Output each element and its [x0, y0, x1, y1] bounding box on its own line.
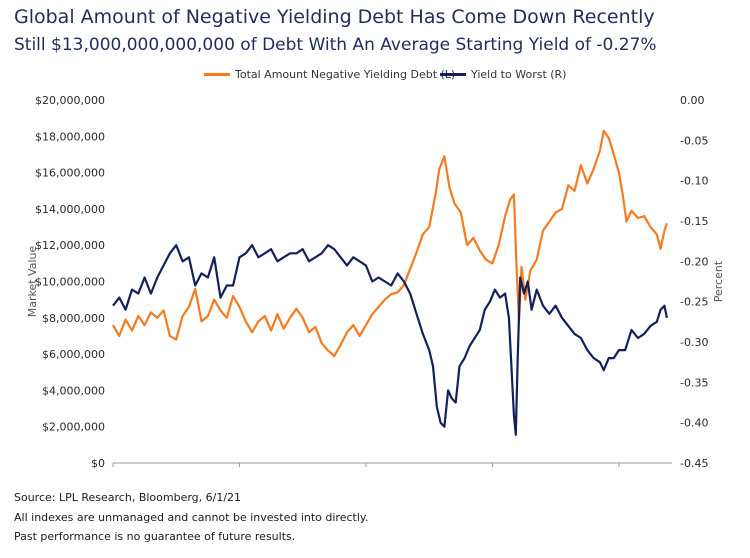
x-axis: 2017 2018 2019 2020 2021 — [99, 462, 672, 470]
footnote-source: Source: LPL Research, Bloomberg, 6/1/21 — [14, 491, 242, 504]
legend-item-yield-to-worst: Yield to Worst (R) — [440, 68, 566, 81]
left-axis-tick-label: $6,000,000 — [42, 348, 105, 361]
right-axis-tick-label: 0.00 — [680, 94, 705, 107]
legend-swatch-yield-to-worst — [440, 73, 466, 76]
x-axis-tick-label: 2020 — [478, 469, 506, 470]
chart-title: Global Amount of Negative Yielding Debt … — [14, 6, 655, 28]
left-axis-tick-label: $16,000,000 — [35, 167, 105, 180]
chart-canvas: $0 $2,000,000 $4,000,000 $6,000,000 $8,000,0… — [26, 94, 725, 470]
left-axis-tick-label: $8,000,000 — [42, 312, 105, 325]
right-axis-tick-label: -0.30 — [680, 336, 708, 349]
right-axis-tick-label: -0.05 — [680, 134, 708, 147]
chart-subtitle: Still $13,000,000,000,000 of Debt With A… — [14, 35, 657, 55]
x-axis-tick-label: 2021 — [605, 469, 633, 470]
left-axis-tick-label: $18,000,000 — [35, 130, 105, 143]
left-axis-tick-label: $20,000,000 — [35, 94, 105, 107]
right-axis: 0.00 -0.05 -0.10 -0.15 -0.20 -0.25 -0.30 -0.35 -… — [680, 94, 708, 470]
right-axis-tick-label: -0.10 — [680, 175, 708, 188]
right-axis-title: Percent — [712, 260, 725, 302]
left-axis-tick-label: $10,000,000 — [35, 276, 105, 289]
legend-label-total-debt: Total Amount Negative Yielding Debt (L) — [235, 68, 456, 81]
left-axis-tick-label: $0 — [91, 457, 105, 470]
right-axis-tick-label: -0.45 — [680, 457, 708, 470]
x-axis-tick-label: 2018 — [225, 469, 253, 470]
legend-swatch-total-debt — [204, 73, 230, 76]
footnote-performance: Past performance is no guarantee of futu… — [14, 530, 296, 543]
left-axis: $0 $2,000,000 $4,000,000 $6,000,000 $8,000,0… — [35, 94, 105, 470]
right-axis-tick-label: -0.15 — [680, 215, 708, 228]
series-layer — [112, 129, 668, 436]
series-line-total-debt — [112, 129, 668, 357]
left-axis-tick-label: $12,000,000 — [35, 239, 105, 252]
x-axis-tick-label: 2017 — [99, 469, 127, 470]
footnote-indexes: All indexes are unmanaged and cannot be … — [14, 511, 369, 524]
legend-label-yield-to-worst: Yield to Worst (R) — [471, 68, 567, 81]
left-axis-tick-label: $4,000,000 — [42, 384, 105, 397]
right-axis-tick-label: -0.25 — [680, 296, 708, 309]
left-axis-tick-label: $14,000,000 — [35, 203, 105, 216]
x-axis-tick-label: 2019 — [352, 469, 380, 470]
left-axis-title: Market Value — [26, 246, 39, 318]
right-axis-tick-label: -0.35 — [680, 376, 708, 389]
series-line-yield-to-worst — [112, 244, 668, 436]
right-axis-tick-label: -0.40 — [680, 417, 708, 430]
right-axis-tick-label: -0.20 — [680, 255, 708, 268]
legend-item-total-debt: Total Amount Negative Yielding Debt (L) — [204, 68, 455, 81]
left-axis-tick-label: $2,000,000 — [42, 421, 105, 434]
